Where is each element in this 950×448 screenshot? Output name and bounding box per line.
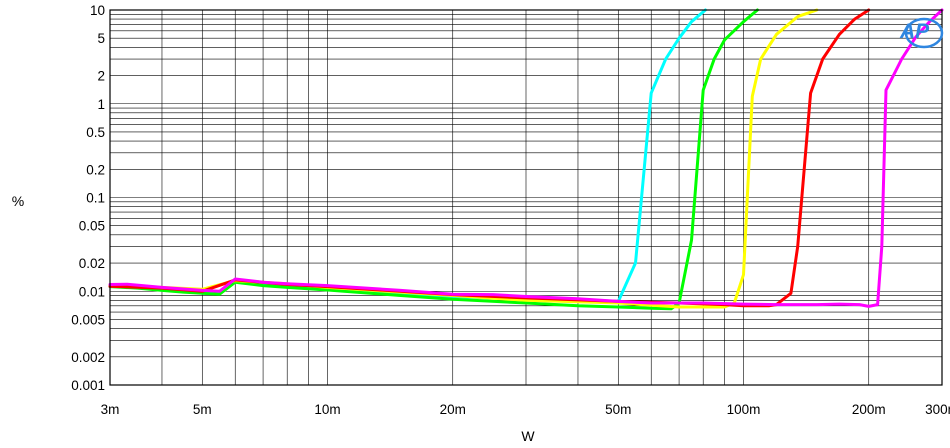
x-axis-label: W	[521, 428, 535, 444]
plot-frame	[109, 9, 943, 386]
y-tick-label: 0.005	[71, 312, 105, 327]
y-axis-label: %	[12, 193, 24, 209]
y-tick-label: 0.2	[86, 162, 105, 177]
x-tick-label: 5m	[193, 402, 212, 417]
y-tick-label: 5	[97, 31, 105, 46]
x-tick-label: 10m	[314, 402, 340, 417]
y-tick-label: 0.1	[86, 191, 105, 206]
y-tick-label: 0.002	[71, 350, 105, 365]
series-line	[108, 8, 944, 308]
x-tick-label: 50m	[605, 402, 631, 417]
series-line	[108, 8, 871, 308]
y-tick-label: 0.01	[79, 284, 105, 299]
y-tick-label: 10	[90, 3, 105, 18]
x-tick-label: 100m	[727, 402, 761, 417]
grid-lines	[109, 9, 943, 386]
x-tick-label: 200m	[852, 402, 886, 417]
y-tick-label: 0.001	[71, 378, 105, 393]
y-tick-label: 2	[97, 69, 105, 84]
y-axis-tick-labels: 10 5 2 1 0.5 0.2 0.1 0.05 0.02 0.01 0.005 0.002 0.00…	[71, 3, 105, 393]
y-tick-label: 1	[97, 97, 105, 112]
x-tick-label: 300m	[925, 402, 950, 417]
ap-logo-text: AP	[899, 20, 930, 43]
x-axis-tick-labels: 3m 5m 10m 20m 50m 100m 200m 300m	[101, 402, 950, 417]
series-lines	[108, 8, 944, 311]
ap-logo: AP	[899, 17, 944, 49]
y-tick-label: 0.5	[86, 125, 105, 140]
series-line	[108, 8, 707, 303]
series-line	[108, 8, 759, 311]
y-tick-label: 0.05	[79, 219, 105, 234]
x-tick-label: 20m	[440, 402, 466, 417]
ap-logo-ring	[904, 17, 944, 49]
series-line	[108, 8, 819, 309]
x-tick-label: 3m	[101, 402, 120, 417]
y-tick-label: 0.02	[79, 256, 105, 271]
